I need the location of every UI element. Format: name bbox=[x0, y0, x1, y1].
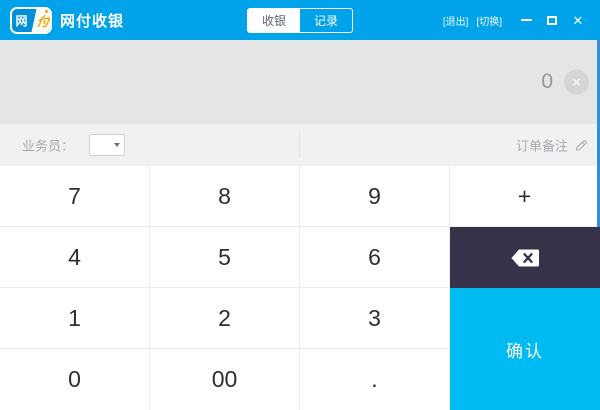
order-remark-label: 订单备注 bbox=[515, 138, 568, 154]
key-0[interactable]: 0 bbox=[0, 349, 150, 410]
clear-amount-button[interactable]: ✕ bbox=[564, 69, 589, 95]
switch-account-link[interactable]: [切换] bbox=[476, 16, 502, 28]
salesperson-label: 业务员： bbox=[22, 138, 75, 154]
chevron-down-icon bbox=[114, 143, 120, 147]
key-8[interactable]: 8 bbox=[150, 166, 300, 227]
key-2[interactable]: 2 bbox=[150, 288, 300, 349]
amount-display: 0 ✕ bbox=[0, 40, 600, 124]
tab-records[interactable]: 记录 bbox=[313, 14, 338, 28]
salesperson-dropdown[interactable] bbox=[89, 134, 125, 156]
key-3[interactable]: 3 bbox=[300, 288, 450, 349]
close-button[interactable]: ✕ bbox=[568, 10, 588, 30]
backspace-button[interactable] bbox=[450, 227, 600, 288]
close-icon: ✕ bbox=[572, 12, 584, 28]
main-tabs: 收银 记录 bbox=[247, 8, 353, 33]
order-options-bar: 业务员： 订单备注 bbox=[0, 124, 600, 166]
logo-char-left: 网 bbox=[15, 13, 28, 28]
pencil-icon bbox=[576, 140, 587, 151]
key-dot[interactable]: . bbox=[300, 349, 450, 410]
key-5[interactable]: 5 bbox=[150, 227, 300, 288]
clear-icon: ✕ bbox=[571, 75, 582, 89]
title-bar: 网 付 网付收银 收银 记录 [退出] [切换] ✕ bbox=[0, 0, 600, 40]
minimize-button[interactable] bbox=[516, 10, 536, 30]
amount-value: 0 bbox=[541, 70, 553, 93]
logo-trademark-dot bbox=[45, 9, 48, 13]
key-9[interactable]: 9 bbox=[300, 166, 450, 227]
backspace-icon bbox=[511, 249, 539, 266]
key-00[interactable]: 00 bbox=[150, 349, 300, 410]
key-4[interactable]: 4 bbox=[0, 227, 150, 288]
key-6[interactable]: 6 bbox=[300, 227, 450, 288]
logo-char-right: 付 bbox=[31, 8, 50, 32]
logout-link[interactable]: [退出] bbox=[442, 16, 469, 28]
toolbar-divider bbox=[299, 132, 300, 158]
page-title: 网付收银 bbox=[60, 12, 125, 30]
key-7[interactable]: 7 bbox=[0, 166, 150, 227]
maximize-icon bbox=[547, 15, 557, 25]
confirm-button[interactable]: 确认 bbox=[450, 288, 600, 410]
minimize-icon bbox=[520, 19, 532, 21]
tab-cashier[interactable]: 收银 bbox=[248, 9, 300, 32]
window-right-edge bbox=[597, 40, 600, 410]
order-remark-button[interactable]: 订单备注 bbox=[516, 136, 589, 155]
maximize-button[interactable] bbox=[542, 10, 562, 30]
titlebar-controls: [退出] [切换] ✕ bbox=[443, 0, 588, 40]
key-1[interactable]: 1 bbox=[0, 288, 150, 349]
key-plus[interactable]: + bbox=[450, 166, 600, 227]
numeric-keypad: 7 8 9 + 4 5 6 1 2 3 确认 0 00 . bbox=[0, 166, 600, 410]
app-logo: 网 付 bbox=[10, 6, 52, 34]
